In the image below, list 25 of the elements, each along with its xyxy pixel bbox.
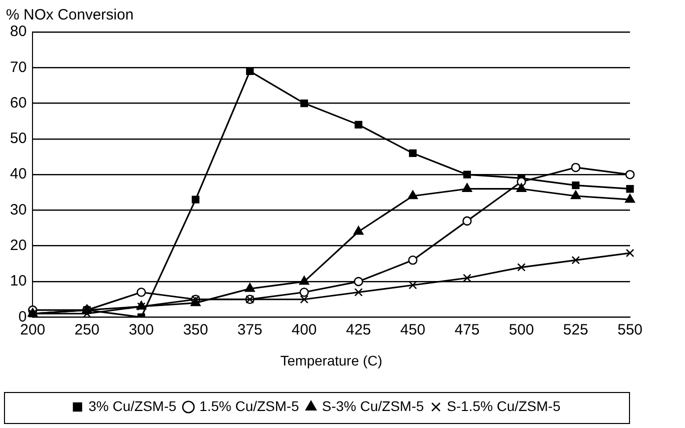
x-tick-label: 250 [74, 321, 100, 338]
x-tick-label: 500 [508, 321, 534, 338]
x-tick-label: 525 [563, 321, 588, 338]
x-tick-label: 450 [400, 321, 426, 338]
x-tick-label: 550 [617, 321, 643, 338]
y-tick-label: 80 [10, 23, 27, 40]
y-tick-label: 10 [10, 272, 27, 290]
y-tick-label: 40 [10, 166, 27, 183]
legend-label: 3% Cu/ZSM-5 [88, 398, 177, 414]
x-axis-title: Temperature (C) [280, 352, 382, 368]
x-tick-label: 400 [292, 321, 317, 338]
y-tick-label: 60 [10, 94, 27, 112]
y-tick-label: 20 [10, 237, 27, 254]
legend-label: S-1.5% Cu/ZSM-5 [446, 398, 561, 414]
legend-label: 1.5% Cu/ZSM-5 [199, 398, 300, 414]
x-tick-label: 425 [346, 321, 372, 338]
x-tick-label: 475 [454, 321, 480, 338]
y-tick-label: 70 [10, 58, 27, 76]
x-tick-label: 300 [128, 321, 154, 338]
y-tick-label: 30 [10, 201, 27, 218]
y-tick-label: 50 [10, 130, 27, 148]
y-axis-title: % NOx Conversion [6, 6, 134, 24]
x-tick-label: 350 [183, 321, 208, 338]
x-tick-label: 375 [237, 321, 262, 338]
legend-label: S-3% Cu/ZSM-5 [322, 398, 424, 414]
